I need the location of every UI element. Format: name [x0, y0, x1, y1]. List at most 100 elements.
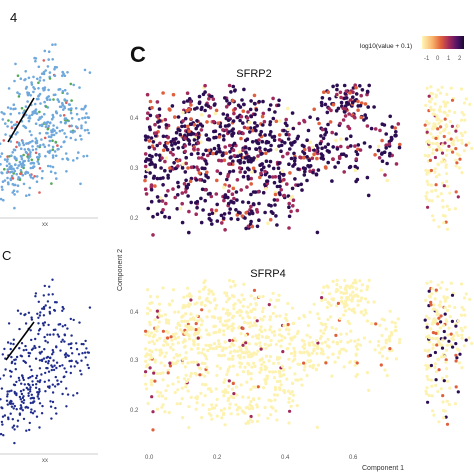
sfrp4-point [151, 428, 155, 432]
right-bottom-point [435, 343, 439, 347]
left-bottom-point [37, 300, 40, 303]
left-bottom-point [38, 359, 42, 362]
sfrp2-point [299, 182, 304, 187]
sfrp4-point [184, 373, 188, 377]
left-bottom-point [16, 309, 20, 312]
sfrp4-point [315, 338, 319, 343]
sfrp4-point [237, 298, 241, 302]
left-top-point [65, 170, 68, 173]
sfrp2-point [207, 212, 212, 217]
sfrp2-point [187, 139, 191, 143]
sfrp4-point [255, 319, 259, 323]
right-bottom-point [425, 325, 429, 329]
sfrp2-point [262, 119, 267, 124]
right-bottom-point [431, 343, 435, 347]
sfrp4-point [323, 340, 327, 344]
right-bottom-point [436, 312, 440, 316]
left-bottom-point [9, 342, 12, 345]
left-top-point [63, 132, 66, 135]
sfrp2-point [256, 190, 261, 194]
sfrp2-point [273, 203, 277, 207]
sfrp2-point [171, 92, 176, 97]
right-top-point [463, 130, 467, 134]
sfrp4-point [161, 378, 165, 382]
sfrp2-point [198, 178, 202, 182]
sfrp2-point [163, 159, 167, 164]
sfrp2-point [203, 166, 207, 171]
sfrp2-point [339, 137, 343, 141]
sfrp4-point [388, 347, 392, 351]
left-top-point [10, 170, 14, 173]
sfrp4-point [164, 318, 168, 322]
right-top-point [443, 141, 447, 145]
right-top-point [427, 94, 431, 98]
sfrp4-point [146, 306, 150, 310]
sfrp2-point [302, 155, 306, 160]
sfrp4-point [343, 302, 347, 306]
left-top-point [61, 157, 64, 161]
sfrp4-point [356, 342, 360, 346]
sfrp2-point [343, 110, 347, 114]
sfrp2-point [173, 141, 177, 145]
left-top-point [31, 110, 34, 114]
sfrp2-point [248, 126, 253, 130]
sfrp4-point [253, 307, 257, 311]
sfrp2-point [314, 143, 319, 148]
sfrp2-point [254, 108, 259, 112]
sfrp4-point [302, 368, 306, 372]
sfrp4-point [268, 318, 272, 322]
sfrp2-point [249, 114, 253, 118]
left-bottom-point [44, 339, 47, 343]
left-top-point [20, 106, 24, 110]
left-bottom-point [43, 348, 46, 351]
sfrp2-point [335, 147, 340, 151]
sfrp4-point [178, 402, 182, 406]
sfrp4-point [349, 293, 353, 297]
sfrp4-point [363, 308, 367, 312]
sfrp4-point [189, 347, 194, 351]
left-top-point [11, 191, 14, 194]
right-bottom-point [446, 333, 450, 337]
sfrp2-point [234, 208, 238, 212]
chart-title-sfrp4: SFRP4 [250, 268, 285, 280]
left-top-point [82, 155, 85, 158]
right-top-point [446, 138, 450, 142]
right-top-point [427, 145, 431, 149]
left-top-point [13, 79, 16, 83]
sfrp2-point [362, 141, 367, 145]
sfrp2-point [250, 170, 254, 174]
sfrp2-point [269, 204, 273, 208]
sfrp2-point [176, 185, 181, 189]
sfrp4-point [189, 374, 193, 378]
left-bottom-point [37, 397, 40, 400]
right-bottom-point [427, 340, 431, 344]
sfrp4-point [249, 417, 253, 421]
sfrp2-point [359, 93, 364, 98]
left-top-point [6, 168, 10, 171]
sfrp4-point [208, 289, 212, 293]
right-bottom-point [463, 325, 467, 329]
left-top-point [74, 138, 77, 142]
sfrp2-point [164, 123, 169, 127]
sfrp4-point [239, 332, 243, 336]
sfrp4-point [256, 385, 260, 389]
sfrp4-point [306, 323, 311, 328]
left-bottom-point [67, 343, 71, 346]
sfrp2-point [387, 142, 392, 146]
sfrp4-point [273, 333, 277, 337]
sfrp2-point [302, 147, 307, 152]
sfrp2-point [236, 103, 241, 108]
sfrp4-point [235, 408, 239, 412]
sfrp2-point [184, 155, 188, 160]
sfrp4-point [355, 347, 360, 351]
sfrp4-point [197, 326, 201, 330]
sfrp4-point [171, 288, 176, 292]
sfrp2-point [187, 97, 192, 101]
sfrp4-point [274, 409, 278, 413]
right-bottom-point [426, 377, 430, 382]
right-top-point [440, 151, 445, 155]
left-top-axis-label: xx [42, 222, 48, 228]
left-bottom-point [50, 417, 53, 420]
sfrp2-point [204, 103, 208, 107]
right-top-point [445, 204, 449, 208]
